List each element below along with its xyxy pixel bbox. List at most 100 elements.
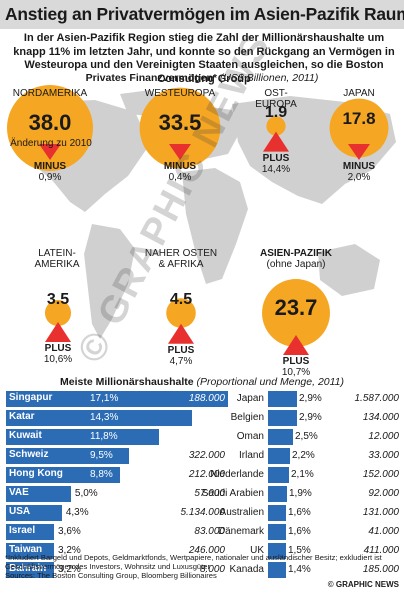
percent-label: 14,3% [90,412,119,423]
bar [6,410,192,426]
bar [6,524,54,540]
table-row: Hong Kong 8,8% 212.000 [0,467,404,483]
bubble-4 [44,299,72,327]
percent-label: 11,8% [90,431,118,442]
table-row: Kuwait 11,8% 63.000 [0,429,404,445]
percent-label: 2,1% [291,469,314,480]
change-direction: MINUS [163,161,197,172]
count-label: 33.000 [368,450,399,461]
change-arrow-2 [263,131,289,152]
count-label: 41.000 [368,526,399,537]
change-percent: 10,6% [43,354,73,366]
table-subtitle-italic: (Proportional und Menge, 2011) [196,376,345,388]
count-label: 152.000 [362,469,399,480]
table-row: Singapur 17,1% 188.000 [0,391,404,407]
percent-label: 9,5% [90,450,113,461]
change-note: Änderung zu 2010 [10,138,92,149]
percent-label: 2,5% [295,431,318,442]
count-label: 188.000 [188,393,225,404]
country-name: Singapur [9,392,53,403]
percent-label: 1,6% [288,526,311,537]
bar [268,524,286,540]
region-value: 33.5 [158,110,202,135]
region-change: PLUS 10,6% [18,343,98,365]
sources-text: Sources: The Boston Consulting Group, Bl… [5,571,217,581]
table-subtitle: Meiste Millionärshaushalte (Proportional… [0,376,404,388]
region-value: 17.8 [342,109,376,128]
region-change: PLUS 10,7% [256,356,336,378]
table-row: Oman 2,5% 12.000 [0,429,404,445]
country-name: Schweiz [9,449,49,460]
bar [268,562,286,578]
bubble-5 [166,298,196,328]
change-percent: 14,4% [261,163,291,175]
table-row: VAE 5,0% 57.000 [0,486,404,502]
region-label: OST- EUROPA [255,88,297,110]
count-label: 322.000 [188,450,225,461]
country-name: Japan [236,393,264,404]
bar [268,391,297,407]
table-row: Japan 2,9% 1.587.000 [0,391,404,407]
bar [6,562,54,578]
country-name: Kuwait [9,430,42,441]
country-name: Hong Kong [9,468,63,479]
percent-label: 1,6% [288,507,311,518]
page-title: Anstieg an Privatvermögen im Asien-Pazif… [5,4,404,24]
country-name: VAE [9,487,29,498]
table-row: Taiwan 3,2% 246.000 [0,543,404,559]
change-arrow-3 [348,144,370,160]
bubble-2 [266,116,286,136]
bubble-0 [7,85,93,171]
table-row: Niederlande 2,1% 152.000 [0,467,404,483]
bubble-3 [329,98,389,158]
bar [268,410,297,426]
title-bar [0,0,404,29]
region-change: PLUS 4,7% [141,345,221,367]
bar [6,448,130,464]
region-label: LATEIN- AMERIKA [34,248,80,270]
table-row: Bahrain 3,2% 8.000 [0,562,404,578]
count-label: 47.000 [194,412,225,423]
count-label: 5.134.000 [180,507,226,518]
region-change: MINUS 0,9% [10,161,90,183]
map-subtitle-italic: (US$ Billionen, 2011) [219,72,319,84]
count-label: 185.000 [362,564,399,575]
change-direction: MINUS [342,161,376,172]
country-name: Taiwan [9,544,43,555]
bubble-6 [262,279,330,347]
count-label: 131.000 [362,507,399,518]
country-name: Oman [236,431,264,442]
percent-label: 1,4% [288,564,311,575]
table-row: USA 4,3% 5.134.000 [0,505,404,521]
change-percent: 0,4% [168,172,192,183]
table-row: Dänemark 1,6% 41.000 [0,524,404,540]
bubble-1 [139,87,221,169]
bar [6,467,121,483]
count-label: 83.000 [194,526,225,537]
region-label: JAPAN [343,88,375,99]
country-name: UK [250,545,264,556]
bar [6,486,71,502]
country-name: Belgien [230,412,264,423]
table-row: Australien 1,6% 131.000 [0,505,404,521]
count-label: 92.000 [368,488,399,499]
count-label: 1.587.000 [354,393,400,404]
percent-label: 3,6% [58,526,81,537]
percent-label: 17,1% [90,393,119,404]
bar [268,448,290,464]
percent-label: 3,2% [58,564,81,575]
table-row: Israel 3,6% 83.000 [0,524,404,540]
table-row: Irland 2,2% 33.000 [0,448,404,464]
change-percent: 2,0% [347,172,371,183]
count-label: 134.000 [362,412,399,423]
country-name: Israel [9,525,36,536]
continent-australia [318,244,380,296]
intro-text: In der Asien-Pazifik Region stieg die Za… [13,32,395,85]
country-name: Bahrain [9,563,47,574]
bar [268,486,287,502]
table-row: UK 1,5% 411.000 [0,543,404,559]
region-label: ASIEN-PAZIFIK (ohne Japan) [251,248,341,270]
region-value: 4.5 [169,291,193,308]
percent-label: 1,5% [288,545,311,556]
change-arrow-5 [168,323,194,344]
